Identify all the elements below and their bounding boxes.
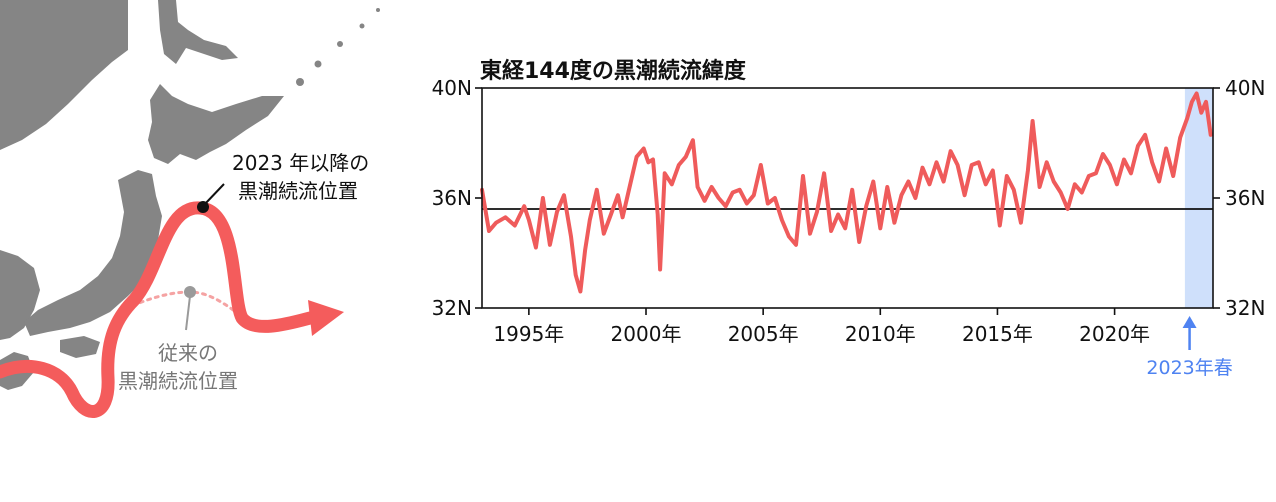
x-axis: 1995年 2000年 2005年 2010年 2015年 2020年 [493,308,1150,346]
y-tick-label-left: 40N [432,76,472,100]
previous-position-label-line2: 黒潮続流位置 [118,369,238,393]
previous-position-label-line1: 従来の [158,341,218,365]
current-position-leader [203,183,225,206]
current-position-label-line1: 2023 年以降の [232,151,369,175]
map-land-kuril-5 [376,8,380,12]
highlight-label: 2023年春 [1146,357,1232,379]
y-tick-label-left: 32N [432,296,472,320]
x-tick-label: 2020年 [1079,322,1150,346]
x-tick-label: 1995年 [493,322,564,346]
y-axis-left: 32N 36N 40N [432,76,482,320]
highlight-arrow-head [1182,316,1197,328]
y-tick-label-right: 32N [1225,296,1265,320]
series-line-kuroshio-latitude [480,91,1213,294]
map-land-continent [0,0,128,150]
highlight-arrow [1182,316,1197,350]
previous-position-leader [185,295,191,331]
current-position-dot [197,201,209,213]
x-tick-label: 2005年 [728,322,799,346]
map-land-korea [0,250,40,340]
y-tick-label-right: 36N [1225,186,1265,210]
map-land-honshu [24,170,162,336]
chart-title: 東経144度の黒潮続流緯度 [480,58,747,84]
map-land-hokkaido [148,84,284,164]
x-tick-label: 2000年 [611,322,682,346]
map-land-sakhalin [158,0,238,64]
plot-frame [481,87,1214,309]
x-tick-label: 2015年 [962,322,1033,346]
current-position-label-line2: 黒潮続流位置 [238,179,358,203]
chart-panel: 東経144度の黒潮続流緯度 32N 36N 40N 32N 36N 40N 1995年 2… [432,58,1266,379]
map-land-kuril-1 [296,78,304,86]
x-tick-label: 2010年 [845,322,916,346]
previous-position-dot [184,286,196,298]
map-land-kuril-2 [314,60,322,68]
map-land-kuril-4 [359,23,365,29]
y-tick-label-right: 40N [1225,76,1265,100]
current-arrow-head [308,300,344,336]
current-kuroshio-path [0,201,325,418]
map-land-shikoku [60,336,100,358]
y-tick-label-left: 36N [432,186,472,210]
y-axis-right: 32N 36N 40N [1213,76,1265,320]
map-panel: 2023 年以降の 黒潮続流位置 従来の 黒潮続流位置 [0,0,440,498]
map-land-kuril-3 [337,41,343,47]
